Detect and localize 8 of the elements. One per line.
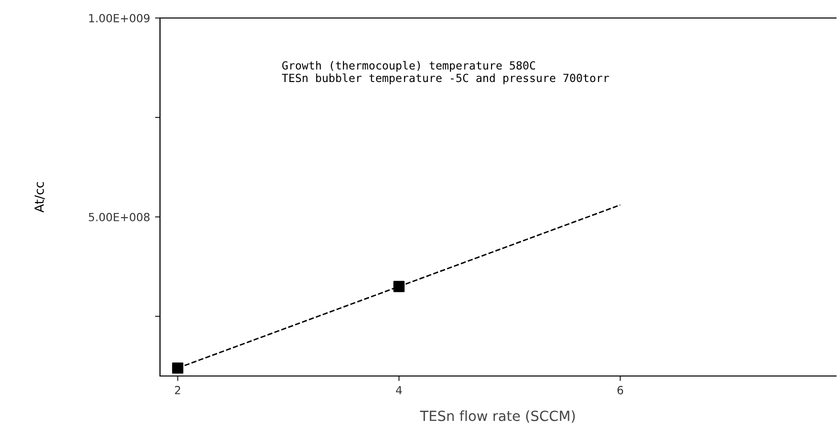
y-axis-title: At/cc bbox=[34, 182, 45, 212]
annotation: Growth (thermocouple) temperature 580C TESn bubbler temperature -5C and pressure 700torr bbox=[282, 60, 610, 84]
y-tick-label: 1.00E+009 bbox=[89, 14, 150, 22]
x-tick-label: 2 bbox=[174, 386, 180, 394]
y-tick-label: 5.00E+008 bbox=[88, 212, 150, 222]
x-tick-label: 4 bbox=[396, 386, 402, 394]
x-axis-title: TESn flow rate (SCCM) bbox=[420, 410, 575, 423]
x-tick-label: 6 bbox=[617, 386, 624, 394]
